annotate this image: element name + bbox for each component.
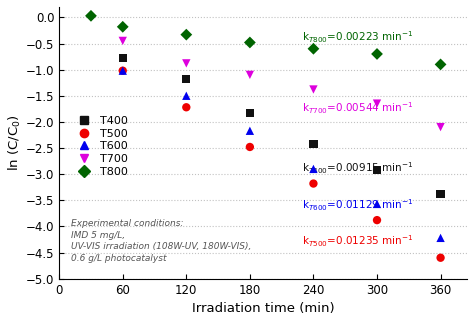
T500 (119, 68, 127, 73)
T800 (373, 52, 381, 57)
T700 (119, 38, 127, 43)
T400 (182, 76, 190, 81)
T600 (310, 166, 317, 172)
T700 (182, 61, 190, 66)
T600 (182, 93, 190, 98)
T800 (182, 32, 190, 37)
T400 (119, 56, 127, 61)
T600 (119, 68, 127, 73)
T600 (246, 128, 254, 133)
T700 (310, 87, 317, 92)
Text: k$_{T600}$=0.01129 min$^{-1}$: k$_{T600}$=0.01129 min$^{-1}$ (302, 198, 413, 213)
T700 (373, 101, 381, 106)
T800 (310, 46, 317, 51)
X-axis label: Irradiation time (min): Irradiation time (min) (192, 302, 335, 315)
T500 (373, 218, 381, 223)
Text: k$_{T500}$=0.01235 min$^{-1}$: k$_{T500}$=0.01235 min$^{-1}$ (302, 233, 413, 249)
T400 (310, 141, 317, 147)
T800 (87, 13, 95, 18)
T600 (437, 235, 444, 241)
T500 (310, 181, 317, 186)
T800 (437, 62, 444, 67)
T400 (373, 167, 381, 173)
T600 (373, 201, 381, 206)
T800 (246, 40, 254, 45)
Text: k$_{T700}$=0.00544 min$^{-1}$: k$_{T700}$=0.00544 min$^{-1}$ (302, 100, 413, 116)
Text: k$_{T800}$=0.00223 min$^{-1}$: k$_{T800}$=0.00223 min$^{-1}$ (302, 29, 413, 45)
T400 (437, 191, 444, 196)
T700 (437, 125, 444, 130)
T800 (119, 24, 127, 29)
Y-axis label: ln (C/C$_0$): ln (C/C$_0$) (7, 114, 23, 171)
Text: Experimental conditions:
IMD 5 mg/L,
UV-VIS irradiation (108W-UV, 180W-VIS),
0.6: Experimental conditions: IMD 5 mg/L, UV-… (72, 219, 252, 263)
T700 (246, 72, 254, 78)
T500 (437, 255, 444, 260)
T500 (246, 144, 254, 149)
Legend: T400, T500, T600, T700, T800: T400, T500, T600, T700, T800 (73, 116, 128, 177)
T500 (182, 105, 190, 110)
Text: k$_{T400}$=0.00915 min$^{-1}$: k$_{T400}$=0.00915 min$^{-1}$ (302, 160, 413, 176)
T400 (246, 110, 254, 116)
